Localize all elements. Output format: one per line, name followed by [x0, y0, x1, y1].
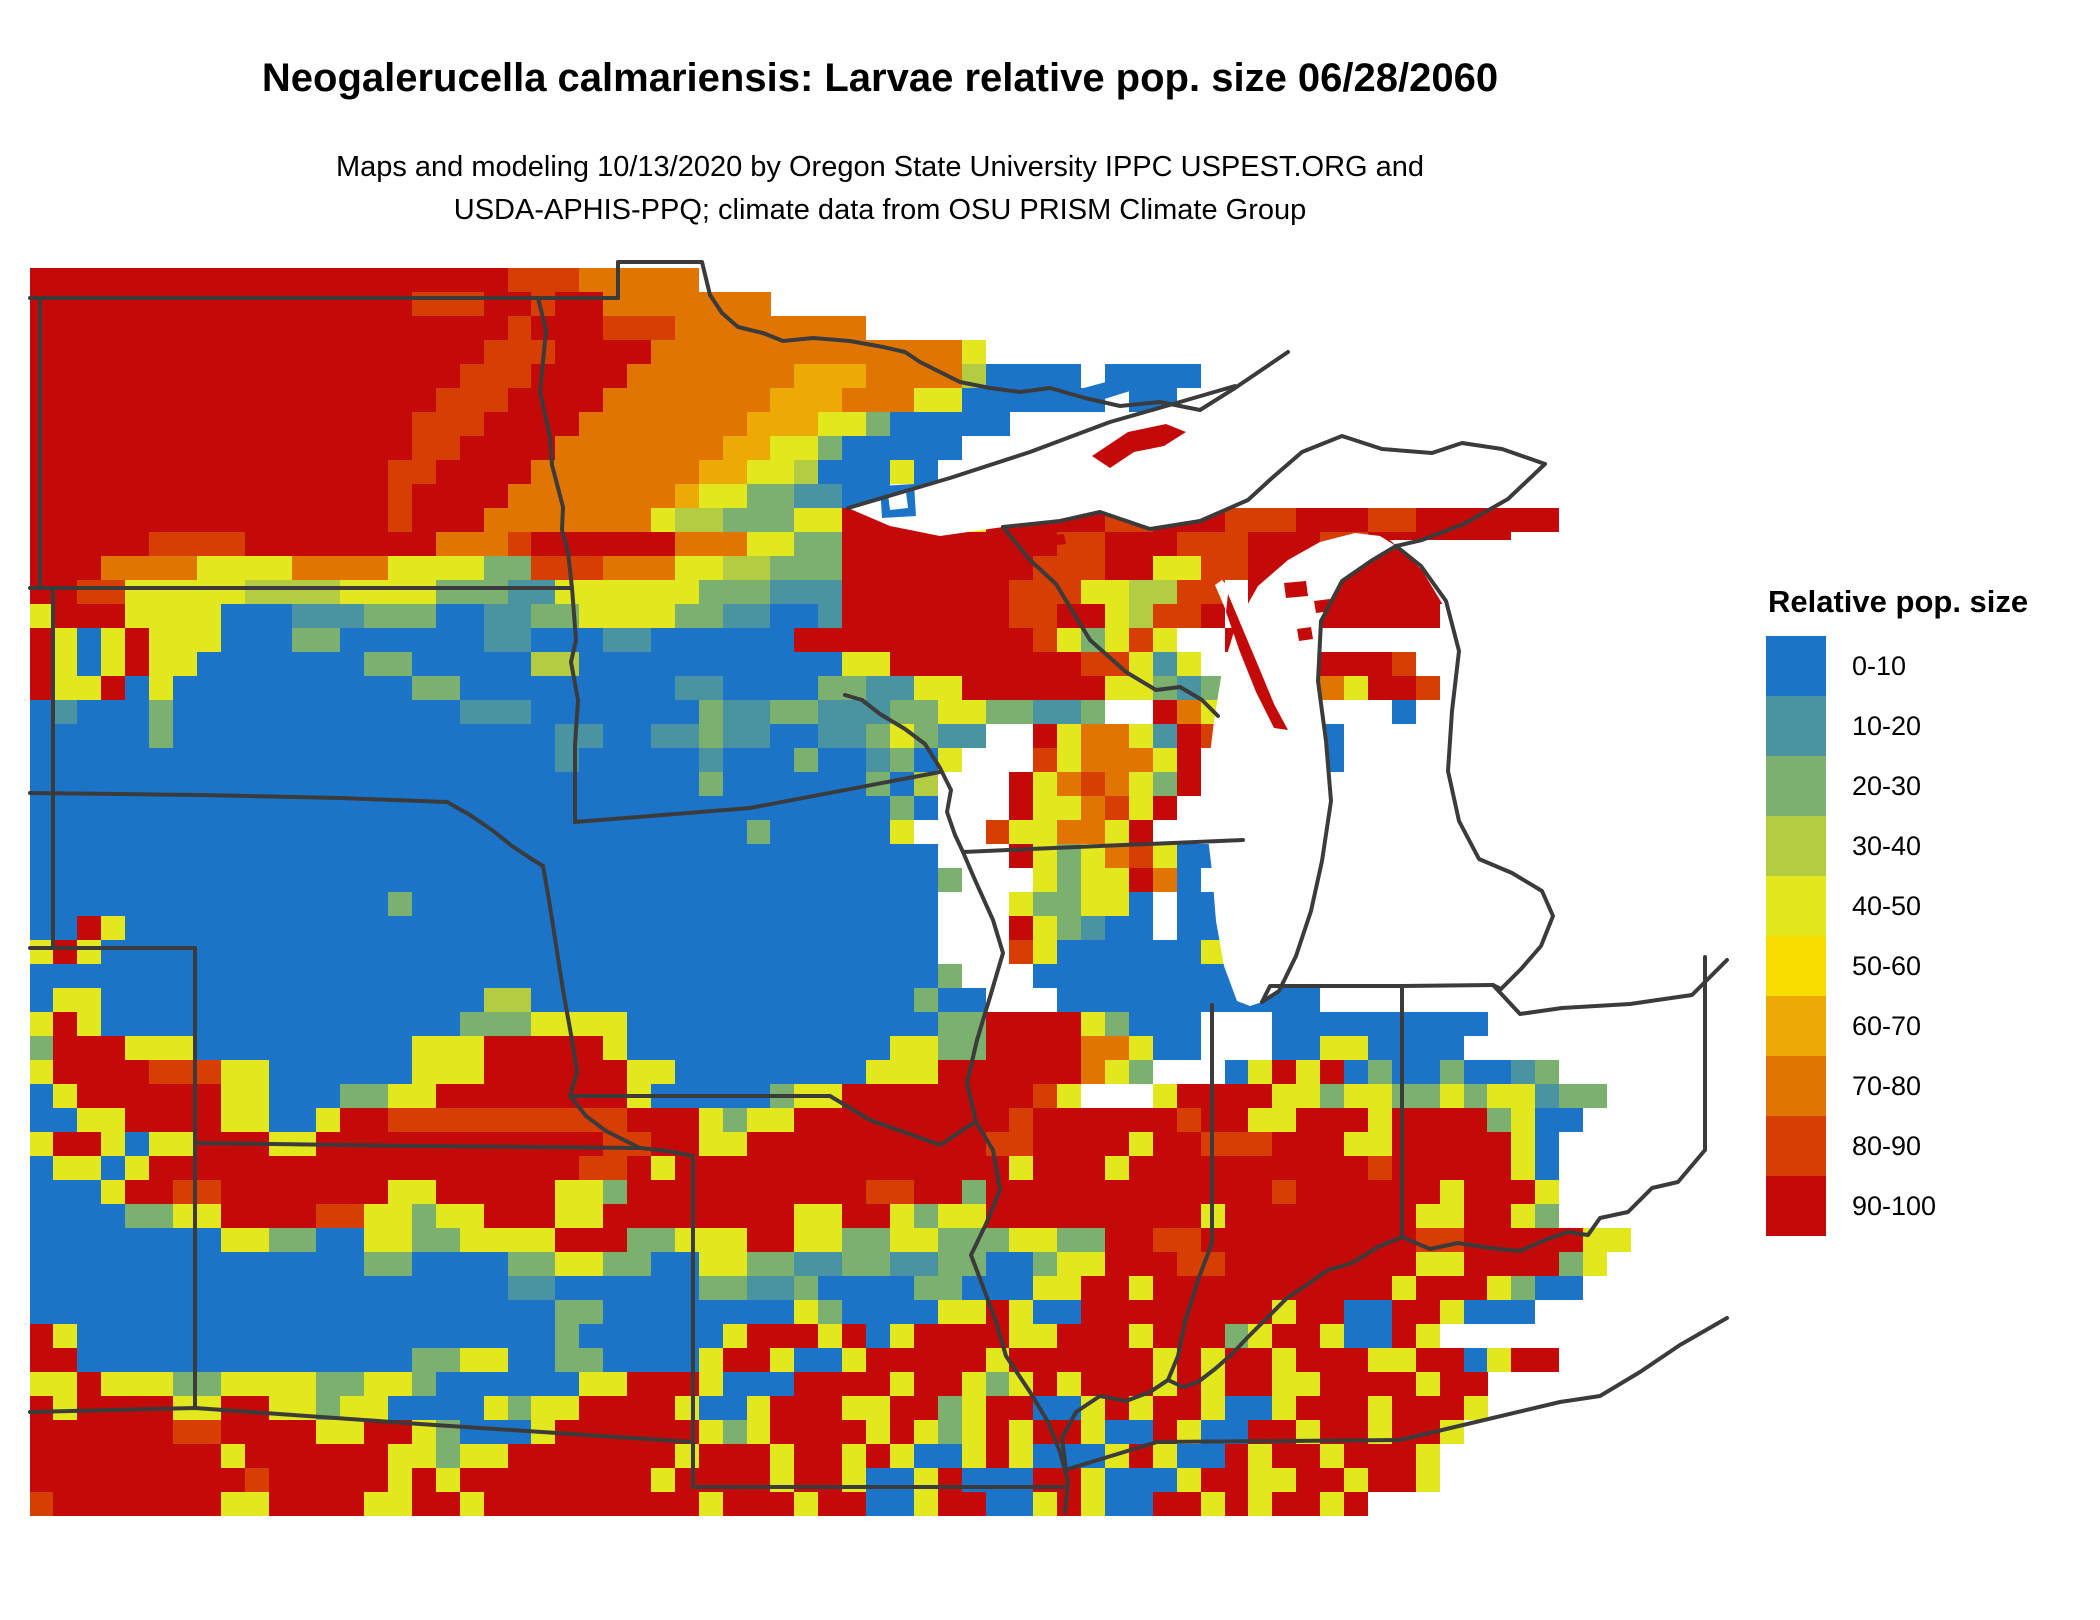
legend-item: 70-80 — [1766, 1056, 2100, 1116]
page-title: Neogalerucella calmariensis: Larvae rela… — [261, 56, 1499, 100]
legend-item: 0-10 — [1766, 636, 2100, 696]
legend-swatch — [1766, 936, 1826, 996]
legend-swatch — [1766, 816, 1826, 876]
legend-item: 40-50 — [1766, 876, 2100, 936]
legend-item: 20-30 — [1766, 756, 2100, 816]
legend-item: 50-60 — [1766, 936, 2100, 996]
page-subtitle: Maps and modeling 10/13/2020 by Oregon S… — [0, 146, 1760, 232]
legend-item-label: 40-50 — [1852, 890, 1922, 921]
legend-item-label: 90-100 — [1852, 1190, 1937, 1221]
legend-item-label: 50-60 — [1852, 950, 1922, 981]
legend-swatch — [1766, 756, 1826, 816]
legend-item: 80-90 — [1766, 1116, 2100, 1176]
legend-item-label: 10-20 — [1852, 710, 1922, 741]
legend-item: 10-20 — [1766, 696, 2100, 756]
legend-swatch — [1766, 876, 1826, 936]
legend-item: 60-70 — [1766, 996, 2100, 1056]
legend: Relative pop. size 0-10 10-20 20-30 30-40 40… — [1766, 584, 2100, 1236]
legend-item-label: 70-80 — [1852, 1070, 1922, 1101]
legend-swatch — [1766, 696, 1826, 756]
legend-item-label: 80-90 — [1852, 1130, 1922, 1161]
legend-swatch — [1766, 996, 1826, 1056]
population-raster-map — [30, 268, 1727, 1516]
legend-item-label: 60-70 — [1852, 1010, 1922, 1041]
subtitle-line-2: USDA-APHIS-PPQ; climate data from OSU PR… — [453, 194, 1307, 226]
legend-items: 0-10 10-20 20-30 30-40 40-50 50-60 60-70 70-80 8… — [1766, 636, 2100, 1236]
legend-item-label: 0-10 — [1852, 650, 1907, 681]
legend-title: Relative pop. size — [1768, 584, 2029, 619]
legend-swatch — [1766, 1176, 1826, 1236]
legend-item: 90-100 — [1766, 1176, 2100, 1236]
legend-swatch — [1766, 1056, 1826, 1116]
legend-swatch — [1766, 1116, 1826, 1176]
legend-swatch — [1766, 636, 1826, 696]
legend-item-label: 20-30 — [1852, 770, 1922, 801]
subtitle-line-1: Maps and modeling 10/13/2020 by Oregon S… — [335, 151, 1425, 183]
legend-item: 30-40 — [1766, 816, 2100, 876]
legend-item-label: 30-40 — [1852, 830, 1922, 861]
